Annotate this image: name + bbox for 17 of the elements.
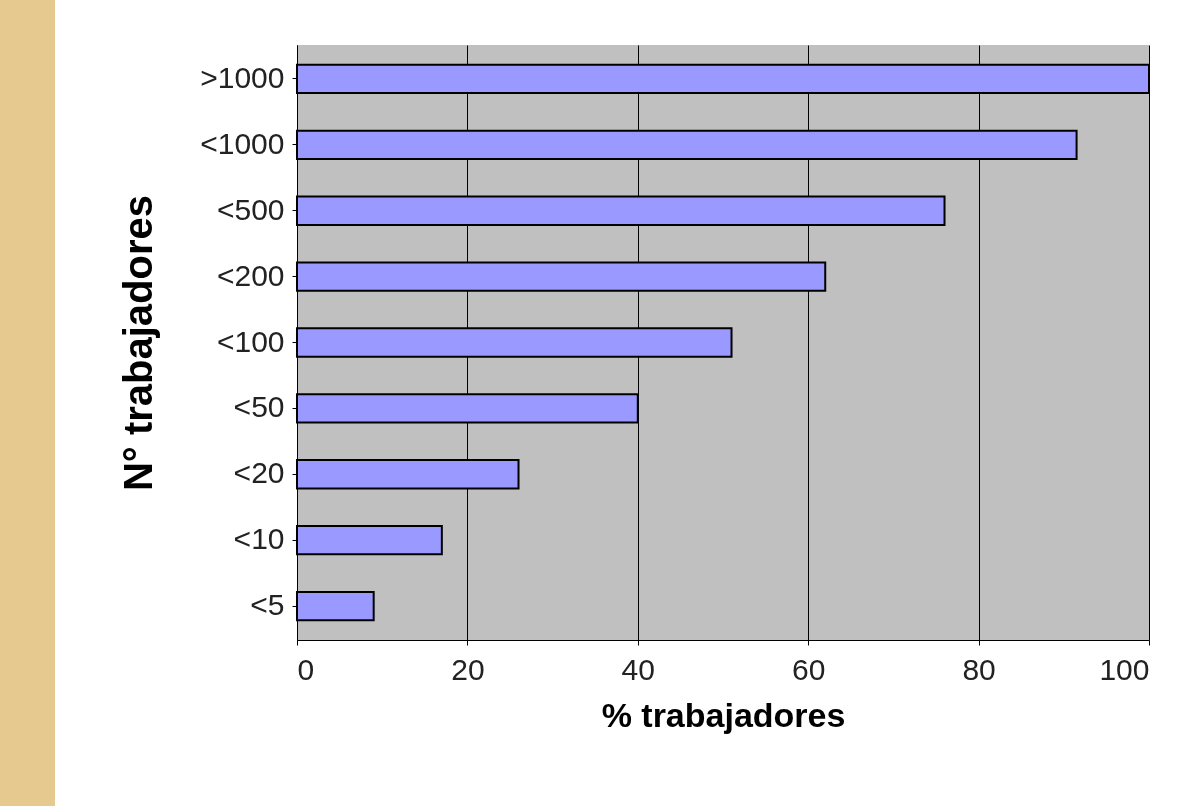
y-tick-label: <100 [216, 324, 285, 358]
y-tick-label: <200 [216, 258, 285, 292]
y-tick-label: >1000 [200, 60, 285, 94]
x-tick-label: 60 [792, 652, 826, 686]
y-tick-label: <20 [233, 456, 285, 490]
y-axis-title: N° trabajadores [116, 194, 161, 492]
x-tick-label: 40 [621, 652, 655, 686]
y-tick-label: <5 [250, 588, 285, 622]
x-tick-label: 80 [962, 652, 996, 686]
y-tick-label: <50 [233, 390, 285, 424]
x-tick-label: 20 [451, 652, 485, 686]
x-tick-label: 0 [297, 652, 315, 686]
y-tick-label: <10 [233, 522, 285, 556]
x-axis-title: % trabajadores [601, 695, 846, 734]
x-tick-label: 100 [1099, 652, 1150, 686]
y-tick-label: <500 [216, 192, 285, 226]
y-tick-label: <1000 [200, 126, 285, 160]
